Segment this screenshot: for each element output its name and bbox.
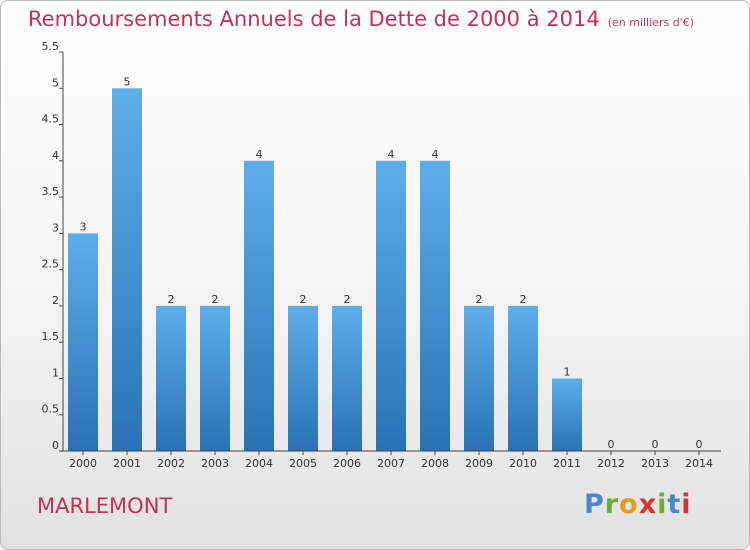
x-tick-label-2007: 2007 (377, 457, 405, 470)
y-tick-label-4: 4 (52, 149, 59, 162)
logo-letter: x (638, 489, 658, 520)
y-tick-label-1.5: 1.5 (42, 330, 60, 343)
y-tick-label-0.5: 0.5 (42, 403, 60, 416)
value-label-2011: 1 (564, 365, 571, 378)
bar-2009 (464, 305, 494, 451)
logo-letter: i (657, 489, 668, 520)
x-tick-label-2002: 2002 (157, 457, 185, 470)
logo-letter: o (619, 489, 639, 520)
bar-2001 (112, 88, 142, 451)
value-label-2005: 2 (300, 293, 307, 306)
chart-title-unit: (en milliers d'€) (607, 16, 694, 29)
proxiti-logo[interactable]: Proxiti (584, 489, 692, 520)
logo-letter: i (681, 489, 692, 520)
value-label-2010: 2 (520, 293, 527, 306)
bar-2005 (288, 305, 318, 451)
value-label-2004: 4 (256, 148, 263, 161)
y-tick-label-2: 2 (52, 294, 59, 307)
value-label-2002: 2 (168, 293, 175, 306)
y-tick-label-5: 5 (52, 76, 59, 89)
x-tick-label-2000: 2000 (69, 457, 97, 470)
logo-letter: P (584, 489, 605, 520)
chart-title: Remboursements Annuels de la Dette de 20… (28, 7, 694, 31)
x-tick-label-2003: 2003 (201, 457, 229, 470)
bar-2007 (376, 160, 406, 451)
x-tick-label-2006: 2006 (333, 457, 361, 470)
value-label-2012: 0 (608, 438, 615, 451)
x-tick-label-2012: 2012 (597, 457, 625, 470)
value-label-2014: 0 (696, 438, 703, 451)
logo-letter: t (667, 489, 682, 520)
value-label-2001: 5 (124, 75, 131, 88)
logo-letter: r (604, 489, 620, 520)
x-tick-label-2014: 2014 (685, 457, 713, 470)
bar-2003 (200, 305, 230, 451)
x-tick-label-2008: 2008 (421, 457, 449, 470)
bar-2008 (420, 160, 450, 451)
y-tick-label-5.5: 5.5 (42, 40, 60, 53)
x-tick-label-2009: 2009 (465, 457, 493, 470)
value-label-2007: 4 (388, 148, 395, 161)
x-tick-label-2010: 2010 (509, 457, 537, 470)
y-tick-label-4.5: 4.5 (42, 113, 60, 126)
value-label-2008: 4 (432, 148, 439, 161)
x-tick-label-2013: 2013 (641, 457, 669, 470)
y-tick-label-3.5: 3.5 (42, 185, 60, 198)
bar-2006 (332, 305, 362, 451)
x-tick-label-2005: 2005 (289, 457, 317, 470)
value-label-2013: 0 (652, 438, 659, 451)
y-tick-label-1: 1 (52, 366, 59, 379)
bar-2000 (68, 233, 98, 451)
value-label-2006: 2 (344, 293, 351, 306)
bar-2010 (508, 305, 538, 451)
x-tick-label-2001: 2001 (113, 457, 141, 470)
bar-2002 (156, 305, 186, 451)
y-tick-label-2.5: 2.5 (42, 258, 60, 271)
bar-2011 (552, 378, 582, 451)
x-tick-label-2011: 2011 (553, 457, 581, 470)
commune-name: MARLEMONT (37, 494, 173, 518)
value-label-2003: 2 (212, 293, 219, 306)
bar-2004 (244, 160, 274, 451)
value-label-2000: 3 (80, 220, 87, 233)
chart-title-main: Remboursements Annuels de la Dette de 20… (28, 7, 600, 31)
y-tick-label-3: 3 (52, 221, 59, 234)
y-tick-label-0: 0 (52, 439, 59, 452)
value-label-2009: 2 (476, 293, 483, 306)
x-tick-label-2004: 2004 (245, 457, 273, 470)
